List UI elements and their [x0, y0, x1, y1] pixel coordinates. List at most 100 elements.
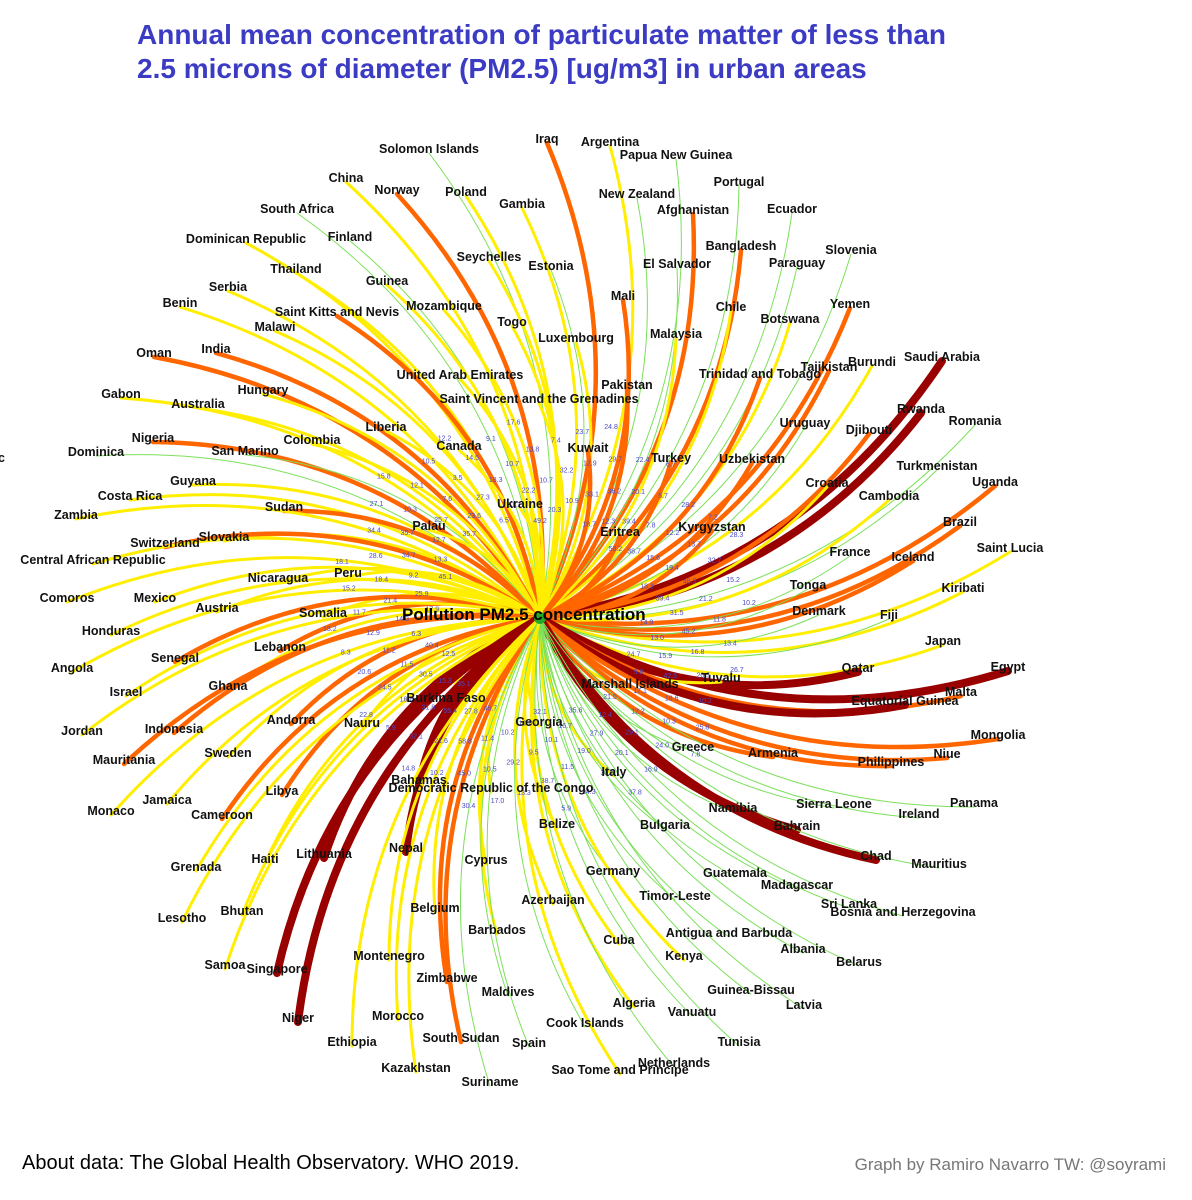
- node-central-african-republic[interactable]: Central African Republic: [20, 553, 165, 567]
- node-gambia[interactable]: Gambia: [499, 197, 546, 211]
- node-sierra-leone[interactable]: Sierra Leone: [796, 797, 872, 811]
- node-ghana[interactable]: Ghana: [209, 679, 249, 693]
- node-djibouti[interactable]: Djibouti: [846, 423, 893, 437]
- node-kuwait[interactable]: Kuwait: [568, 441, 610, 455]
- node-montenegro[interactable]: Montenegro: [353, 949, 425, 963]
- node-south-sudan[interactable]: South Sudan: [422, 1031, 499, 1045]
- node-botswana[interactable]: Botswana: [760, 312, 820, 326]
- node-saint-lucia[interactable]: Saint Lucia: [977, 541, 1045, 555]
- node-finland[interactable]: Finland: [328, 230, 372, 244]
- node-bangladesh[interactable]: Bangladesh: [706, 239, 777, 253]
- node-fiji[interactable]: Fiji: [880, 608, 898, 622]
- node-indonesia[interactable]: Indonesia: [145, 722, 204, 736]
- node-maldives[interactable]: Maldives: [482, 985, 535, 999]
- node-kyrgyzstan[interactable]: Kyrgyzstan: [678, 520, 745, 534]
- node-grenada[interactable]: Grenada: [171, 860, 223, 874]
- node-democratic-republic-of-the-congo[interactable]: Democratic Republic of the Congo: [389, 781, 594, 795]
- node-turkmenistan[interactable]: Turkmenistan: [896, 459, 977, 473]
- node-united-arab-emirates[interactable]: United Arab Emirates: [397, 368, 524, 382]
- node-trinidad-and-tobago[interactable]: Trinidad and Tobago: [699, 367, 821, 381]
- node-israel[interactable]: Israel: [110, 685, 143, 699]
- node-denmark[interactable]: Denmark: [792, 604, 846, 618]
- node-cyprus[interactable]: Cyprus: [464, 853, 507, 867]
- node-georgia[interactable]: Georgia: [515, 715, 563, 729]
- node-guyana[interactable]: Guyana: [170, 474, 217, 488]
- node-nigeria[interactable]: Nigeria: [132, 431, 175, 445]
- node-saudi-arabia[interactable]: Saudi Arabia: [904, 350, 981, 364]
- node-kiribati[interactable]: Kiribati: [941, 581, 984, 595]
- node-qatar[interactable]: Qatar: [842, 661, 875, 675]
- node-algeria[interactable]: Algeria: [613, 996, 656, 1010]
- node-saint-kitts-and-nevis[interactable]: Saint Kitts and Nevis: [275, 305, 399, 319]
- node-south-africa[interactable]: South Africa: [260, 202, 335, 216]
- node-nauru[interactable]: Nauru: [344, 716, 380, 730]
- node-sweden[interactable]: Sweden: [204, 746, 251, 760]
- node-madagascar[interactable]: Madagascar: [761, 878, 833, 892]
- node-benin[interactable]: Benin: [163, 296, 198, 310]
- node-bulgaria[interactable]: Bulgaria: [640, 818, 691, 832]
- node-colombia[interactable]: Colombia: [284, 433, 342, 447]
- node-bosnia-and-herzegovina[interactable]: Bosnia and Herzegovina: [830, 905, 976, 919]
- node-nicaragua[interactable]: Nicaragua: [248, 571, 309, 585]
- node-japan[interactable]: Japan: [925, 634, 961, 648]
- node-gabon[interactable]: Gabon: [101, 387, 141, 401]
- node-sri-lanka[interactable]: Sri Lanka: [821, 897, 878, 911]
- node-spain[interactable]: Spain: [512, 1036, 546, 1050]
- node-senegal[interactable]: Senegal: [151, 651, 199, 665]
- node-liberia[interactable]: Liberia: [366, 420, 408, 434]
- node-estonia[interactable]: Estonia: [528, 259, 574, 273]
- node-monaco[interactable]: Monaco: [87, 804, 135, 818]
- node-jordan[interactable]: Jordan: [61, 724, 103, 738]
- node-panama[interactable]: Panama: [950, 796, 999, 810]
- node-suriname[interactable]: Suriname: [462, 1075, 519, 1089]
- node-guinea[interactable]: Guinea: [366, 274, 409, 288]
- node-mozambique[interactable]: Mozambique: [406, 299, 482, 313]
- node-ukraine[interactable]: Ukraine: [497, 497, 543, 511]
- node-germany[interactable]: Germany: [586, 864, 640, 878]
- node-nepal[interactable]: Nepal: [389, 841, 423, 855]
- node-cuba[interactable]: Cuba: [603, 933, 635, 947]
- node-uzbekistan[interactable]: Uzbekistan: [719, 452, 785, 466]
- node-el-salvador[interactable]: El Salvador: [643, 257, 711, 271]
- node-uruguay[interactable]: Uruguay: [780, 416, 831, 430]
- node-bahrain[interactable]: Bahrain: [774, 819, 821, 833]
- node-saint-vincent-and-the-grenadines[interactable]: Saint Vincent and the Grenadines: [439, 392, 638, 406]
- node-barbados[interactable]: Barbados: [468, 923, 526, 937]
- node-tajikistan[interactable]: Tajikistan: [801, 360, 858, 374]
- node-kenya[interactable]: Kenya: [665, 949, 704, 963]
- node-italy[interactable]: Italy: [601, 765, 626, 779]
- node-honduras[interactable]: Honduras: [82, 624, 140, 638]
- node-peru[interactable]: Peru: [334, 566, 362, 580]
- node-canada[interactable]: Canada: [436, 439, 482, 453]
- node-armenia[interactable]: Armenia: [748, 746, 799, 760]
- node-india[interactable]: India: [201, 342, 231, 356]
- node-niue[interactable]: Niue: [933, 747, 960, 761]
- node-palau[interactable]: Palau: [412, 519, 445, 533]
- node-costa-rica[interactable]: Costa Rica: [98, 489, 164, 503]
- node-eritrea[interactable]: Eritrea: [600, 525, 641, 539]
- node-oman[interactable]: Oman: [136, 346, 171, 360]
- node-slovakia[interactable]: Slovakia: [199, 530, 251, 544]
- node-sudan[interactable]: Sudan: [265, 500, 303, 514]
- node-switzerland[interactable]: Switzerland: [130, 536, 199, 550]
- node-mauritius[interactable]: Mauritius: [911, 857, 967, 871]
- node-belize[interactable]: Belize: [539, 817, 575, 831]
- node-seychelles[interactable]: Seychelles: [457, 250, 522, 264]
- node-turkey[interactable]: Turkey: [651, 451, 691, 465]
- node-cambodia[interactable]: Cambodia: [859, 489, 920, 503]
- node-kazakhstan[interactable]: Kazakhstan: [381, 1061, 450, 1075]
- node-mongolia[interactable]: Mongolia: [971, 728, 1027, 742]
- node-lebanon[interactable]: Lebanon: [254, 640, 306, 654]
- node-zimbabwe[interactable]: Zimbabwe: [416, 971, 477, 985]
- node-cook-islands[interactable]: Cook Islands: [546, 1016, 624, 1030]
- node-malaysia[interactable]: Malaysia: [650, 327, 703, 341]
- node-brazil[interactable]: Brazil: [943, 515, 977, 529]
- node-togo[interactable]: Togo: [497, 315, 527, 329]
- node-dominican-republic[interactable]: Dominican Republic: [186, 232, 306, 246]
- center-node[interactable]: [534, 612, 546, 624]
- node-serbia[interactable]: Serbia: [209, 280, 248, 294]
- node-australia[interactable]: Australia: [171, 397, 226, 411]
- node-comoros[interactable]: Comoros: [40, 591, 95, 605]
- node-jamaica[interactable]: Jamaica: [142, 793, 192, 807]
- node-tunisia[interactable]: Tunisia: [718, 1035, 762, 1049]
